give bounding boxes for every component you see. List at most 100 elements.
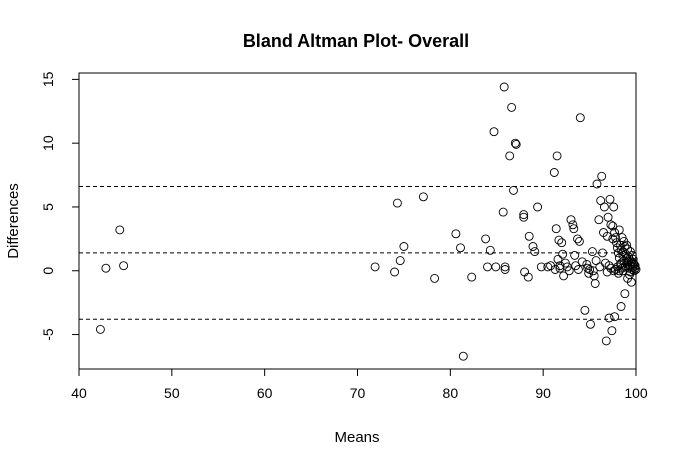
y-axis-label: Differences: [5, 183, 22, 259]
y-tick-label: 0: [40, 267, 56, 275]
data-point: [498, 207, 508, 217]
data-point: [519, 212, 529, 222]
y-tick-label: 10: [40, 135, 56, 151]
data-point: [511, 139, 521, 149]
data-point: [609, 202, 619, 212]
reference-lines: [79, 186, 636, 320]
data-point: [584, 268, 594, 278]
data-point: [499, 82, 509, 92]
data-point: [590, 279, 600, 288]
data-point: [500, 262, 510, 272]
data-point: [614, 225, 624, 235]
data-point: [552, 151, 562, 161]
data-point: [606, 263, 616, 273]
data-point: [608, 221, 618, 231]
y-tick-label: -5: [40, 328, 56, 341]
x-tick-label: 50: [164, 385, 180, 401]
data-point: [574, 236, 584, 246]
data-point: [587, 247, 597, 257]
data-point: [602, 231, 612, 241]
data-point: [551, 224, 561, 234]
data-point: [467, 272, 477, 282]
data-point: [610, 228, 620, 237]
data-point: [580, 305, 590, 315]
data-point: [555, 263, 565, 273]
data-point: [588, 266, 598, 276]
x-tick-label: 100: [624, 385, 648, 401]
data-point: [489, 127, 499, 137]
data-point: [528, 242, 538, 251]
data-point: [418, 192, 428, 202]
data-point: [491, 262, 501, 272]
data-point: [558, 249, 568, 259]
data-point: [603, 212, 613, 222]
data-point: [601, 336, 611, 346]
x-axis-label: Means: [334, 429, 379, 446]
data-point: [554, 235, 564, 245]
data-point: [557, 238, 567, 248]
x-tick-label: 90: [535, 385, 551, 401]
x-tick-label: 80: [443, 385, 459, 401]
data-point: [555, 261, 565, 271]
data-point: [611, 233, 621, 243]
data-point: [524, 231, 534, 241]
data-point: [585, 265, 595, 274]
data-point: [483, 262, 492, 272]
data-point: [568, 220, 578, 230]
data-point: [115, 225, 125, 235]
data-point: [626, 277, 636, 287]
data-point: [592, 179, 602, 189]
data-point: [573, 265, 583, 274]
data-point: [616, 302, 626, 311]
data-point: [390, 267, 400, 277]
data-point: [569, 224, 579, 234]
data-point: [395, 256, 405, 266]
data-point: [606, 220, 616, 230]
data-point: [599, 202, 609, 212]
data-point: [583, 263, 593, 273]
data-point: [101, 263, 111, 273]
data-point: [458, 351, 468, 361]
data-point: [620, 289, 630, 299]
data-point: [604, 261, 614, 271]
data-point: [523, 272, 533, 282]
data-point: [481, 234, 491, 244]
x-tick-label: 40: [71, 385, 87, 401]
data-point: [586, 319, 595, 329]
data-point: [553, 254, 563, 264]
data-point: [594, 215, 604, 225]
data-point: [485, 245, 495, 255]
data-point: [507, 102, 517, 112]
data-point: [570, 250, 580, 260]
data-point: [509, 185, 518, 195]
data-point: [597, 171, 607, 181]
data-point: [605, 194, 615, 204]
data-point: [582, 259, 592, 269]
data-point: [519, 210, 529, 220]
chart-title: Bland Altman Plot- Overall: [243, 31, 469, 51]
data-point: [628, 258, 638, 268]
data-point: [500, 265, 510, 274]
data-point: [451, 229, 461, 239]
data-point: [625, 267, 635, 277]
data-point: [505, 151, 515, 161]
data-point: [595, 262, 605, 272]
x-tick-label: 70: [350, 385, 366, 401]
data-point: [399, 242, 409, 251]
data-point: [607, 326, 617, 336]
data-point: [566, 215, 576, 225]
y-axis: -5 0 5 10 15: [40, 71, 80, 341]
data-point: [549, 168, 559, 177]
y-tick-label: 15: [40, 71, 56, 87]
y-tick-label: 5: [40, 203, 56, 211]
data-point: [564, 266, 574, 276]
data-point: [392, 198, 402, 208]
data-point: [573, 234, 582, 244]
data-point: [604, 313, 614, 323]
data-point: [559, 271, 569, 281]
data-point: [119, 261, 129, 271]
data-point: [456, 243, 465, 253]
data-point: [370, 262, 380, 272]
data-point: [618, 247, 628, 257]
